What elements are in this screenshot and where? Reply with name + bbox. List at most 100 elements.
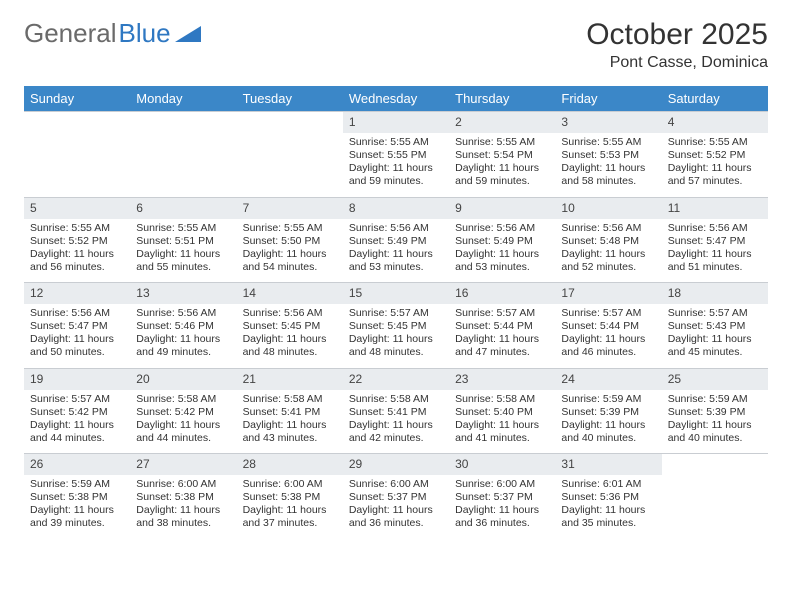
day-cell: Sunrise: 5:59 AMSunset: 5:39 PMDaylight:… bbox=[555, 390, 661, 454]
sunset-line: Sunset: 5:38 PM bbox=[136, 491, 230, 504]
day-number: 5 bbox=[24, 197, 130, 219]
sunrise-line: Sunrise: 5:58 AM bbox=[349, 393, 443, 406]
daylight-line: Daylight: 11 hours and 44 minutes. bbox=[136, 419, 230, 445]
daylight-line: Daylight: 11 hours and 35 minutes. bbox=[561, 504, 655, 530]
sunset-line: Sunset: 5:49 PM bbox=[349, 235, 443, 248]
sunset-line: Sunset: 5:55 PM bbox=[349, 149, 443, 162]
day-cell: Sunrise: 6:01 AMSunset: 5:36 PMDaylight:… bbox=[555, 475, 661, 539]
day-number: 23 bbox=[449, 368, 555, 390]
sunrise-line: Sunrise: 5:55 AM bbox=[30, 222, 124, 235]
daylight-line: Daylight: 11 hours and 42 minutes. bbox=[349, 419, 443, 445]
sunrise-line: Sunrise: 5:58 AM bbox=[136, 393, 230, 406]
day-body-row: Sunrise: 5:55 AM Sunset: 5:55 PM Daylight:… bbox=[24, 133, 768, 197]
sunrise-line: Sunrise: 5:55 AM bbox=[136, 222, 230, 235]
daylight-line: Daylight: 11 hours and 40 minutes. bbox=[668, 419, 762, 445]
weekday-header: Tuesday bbox=[237, 86, 343, 112]
daylight-line: Daylight: 11 hours and 39 minutes. bbox=[30, 504, 124, 530]
sunset-line: Sunset: 5:39 PM bbox=[561, 406, 655, 419]
day-number: 17 bbox=[555, 283, 661, 305]
sunrise-line: Sunrise: 5:56 AM bbox=[561, 222, 655, 235]
day-cell: Sunrise: 5:56 AMSunset: 5:47 PMDaylight:… bbox=[24, 304, 130, 368]
day-number-row: 1234 bbox=[24, 112, 768, 134]
sunset-line: Sunset: 5:41 PM bbox=[349, 406, 443, 419]
daylight-line: Daylight: 11 hours and 55 minutes. bbox=[136, 248, 230, 274]
day-number: 30 bbox=[449, 454, 555, 476]
day-cell: Sunrise: 5:56 AMSunset: 5:46 PMDaylight:… bbox=[130, 304, 236, 368]
sunrise-line: Sunrise: 6:00 AM bbox=[349, 478, 443, 491]
empty-cell bbox=[662, 475, 768, 539]
logo-triangle-icon bbox=[175, 22, 201, 42]
day-cell: Sunrise: 5:55 AMSunset: 5:55 PMDaylight:… bbox=[343, 133, 449, 197]
day-number: 6 bbox=[130, 197, 236, 219]
day-cell: Sunrise: 6:00 AMSunset: 5:38 PMDaylight:… bbox=[130, 475, 236, 539]
daylight-line: Daylight: 11 hours and 56 minutes. bbox=[30, 248, 124, 274]
sunset-line: Sunset: 5:37 PM bbox=[349, 491, 443, 504]
calendar-table: Sunday Monday Tuesday Wednesday Thursday… bbox=[24, 86, 768, 539]
sunset-line: Sunset: 5:49 PM bbox=[455, 235, 549, 248]
sunset-line: Sunset: 5:47 PM bbox=[668, 235, 762, 248]
sunrise-line: Sunrise: 5:57 AM bbox=[561, 307, 655, 320]
sunset-line: Sunset: 5:45 PM bbox=[243, 320, 337, 333]
day-cell: Sunrise: 5:55 AMSunset: 5:54 PMDaylight:… bbox=[449, 133, 555, 197]
day-cell: Sunrise: 6:00 AMSunset: 5:38 PMDaylight:… bbox=[237, 475, 343, 539]
day-number: 21 bbox=[237, 368, 343, 390]
day-cell: Sunrise: 5:58 AMSunset: 5:41 PMDaylight:… bbox=[237, 390, 343, 454]
sunrise-line: Sunrise: 5:57 AM bbox=[455, 307, 549, 320]
empty-cell bbox=[130, 112, 236, 134]
sunset-line: Sunset: 5:47 PM bbox=[30, 320, 124, 333]
sunset-line: Sunset: 5:38 PM bbox=[30, 491, 124, 504]
weekday-header: Friday bbox=[555, 86, 661, 112]
day-number: 26 bbox=[24, 454, 130, 476]
sunrise-line: Sunrise: 5:59 AM bbox=[30, 478, 124, 491]
daylight-line: Daylight: 11 hours and 40 minutes. bbox=[561, 419, 655, 445]
sunset-line: Sunset: 5:42 PM bbox=[30, 406, 124, 419]
daylight-line: Daylight: 11 hours and 52 minutes. bbox=[561, 248, 655, 274]
day-cell: Sunrise: 5:58 AMSunset: 5:42 PMDaylight:… bbox=[130, 390, 236, 454]
day-number: 10 bbox=[555, 197, 661, 219]
day-number: 29 bbox=[343, 454, 449, 476]
day-number: 8 bbox=[343, 197, 449, 219]
month-title: October 2025 bbox=[586, 18, 768, 52]
daylight-line: Daylight: 11 hours and 50 minutes. bbox=[30, 333, 124, 359]
sunrise-line: Sunrise: 5:59 AM bbox=[668, 393, 762, 406]
sunrise-line: Sunrise: 5:55 AM bbox=[561, 136, 655, 149]
sunset-line: Sunset: 5:45 PM bbox=[349, 320, 443, 333]
day-cell: Sunrise: 5:56 AMSunset: 5:45 PMDaylight:… bbox=[237, 304, 343, 368]
day-cell: Sunrise: 5:56 AMSunset: 5:48 PMDaylight:… bbox=[555, 219, 661, 283]
empty-cell bbox=[237, 133, 343, 197]
sunset-line: Sunset: 5:46 PM bbox=[136, 320, 230, 333]
daylight-line: Daylight: 11 hours and 48 minutes. bbox=[349, 333, 443, 359]
sunrise-line: Sunrise: 5:56 AM bbox=[455, 222, 549, 235]
day-number: 24 bbox=[555, 368, 661, 390]
sunrise-line: Sunrise: 5:55 AM bbox=[455, 136, 549, 149]
day-cell: Sunrise: 6:00 AMSunset: 5:37 PMDaylight:… bbox=[343, 475, 449, 539]
sunrise-line: Sunrise: 6:01 AM bbox=[561, 478, 655, 491]
day-number: 19 bbox=[24, 368, 130, 390]
day-cell: Sunrise: 6:00 AMSunset: 5:37 PMDaylight:… bbox=[449, 475, 555, 539]
daylight-line: Daylight: 11 hours and 36 minutes. bbox=[349, 504, 443, 530]
day-number: 18 bbox=[662, 283, 768, 305]
sunset-line: Sunset: 5:40 PM bbox=[455, 406, 549, 419]
day-cell: Sunrise: 5:58 AMSunset: 5:40 PMDaylight:… bbox=[449, 390, 555, 454]
sunset-line: Sunset: 5:39 PM bbox=[668, 406, 762, 419]
day-cell: Sunrise: 5:57 AMSunset: 5:44 PMDaylight:… bbox=[449, 304, 555, 368]
day-cell: Sunrise: 5:57 AMSunset: 5:44 PMDaylight:… bbox=[555, 304, 661, 368]
sunset-line: Sunset: 5:37 PM bbox=[455, 491, 549, 504]
empty-cell bbox=[24, 133, 130, 197]
sunset-line: Sunset: 5:44 PM bbox=[561, 320, 655, 333]
daylight-line: Daylight: 11 hours and 57 minutes. bbox=[668, 162, 762, 188]
sunrise-line: Sunrise: 5:56 AM bbox=[243, 307, 337, 320]
sunrise-line: Sunrise: 5:59 AM bbox=[561, 393, 655, 406]
day-number: 12 bbox=[24, 283, 130, 305]
sunrise-line: Sunrise: 5:57 AM bbox=[668, 307, 762, 320]
daylight-line: Daylight: 11 hours and 59 minutes. bbox=[455, 162, 549, 188]
day-number: 22 bbox=[343, 368, 449, 390]
sunset-line: Sunset: 5:52 PM bbox=[668, 149, 762, 162]
day-number: 31 bbox=[555, 454, 661, 476]
sunrise-line: Sunrise: 5:56 AM bbox=[136, 307, 230, 320]
weekday-header-row: Sunday Monday Tuesday Wednesday Thursday… bbox=[24, 86, 768, 112]
day-cell: Sunrise: 5:56 AMSunset: 5:47 PMDaylight:… bbox=[662, 219, 768, 283]
day-cell: Sunrise: 5:55 AMSunset: 5:52 PMDaylight:… bbox=[24, 219, 130, 283]
sunrise-line: Sunrise: 5:58 AM bbox=[455, 393, 549, 406]
logo-text-gray: General bbox=[24, 18, 117, 49]
